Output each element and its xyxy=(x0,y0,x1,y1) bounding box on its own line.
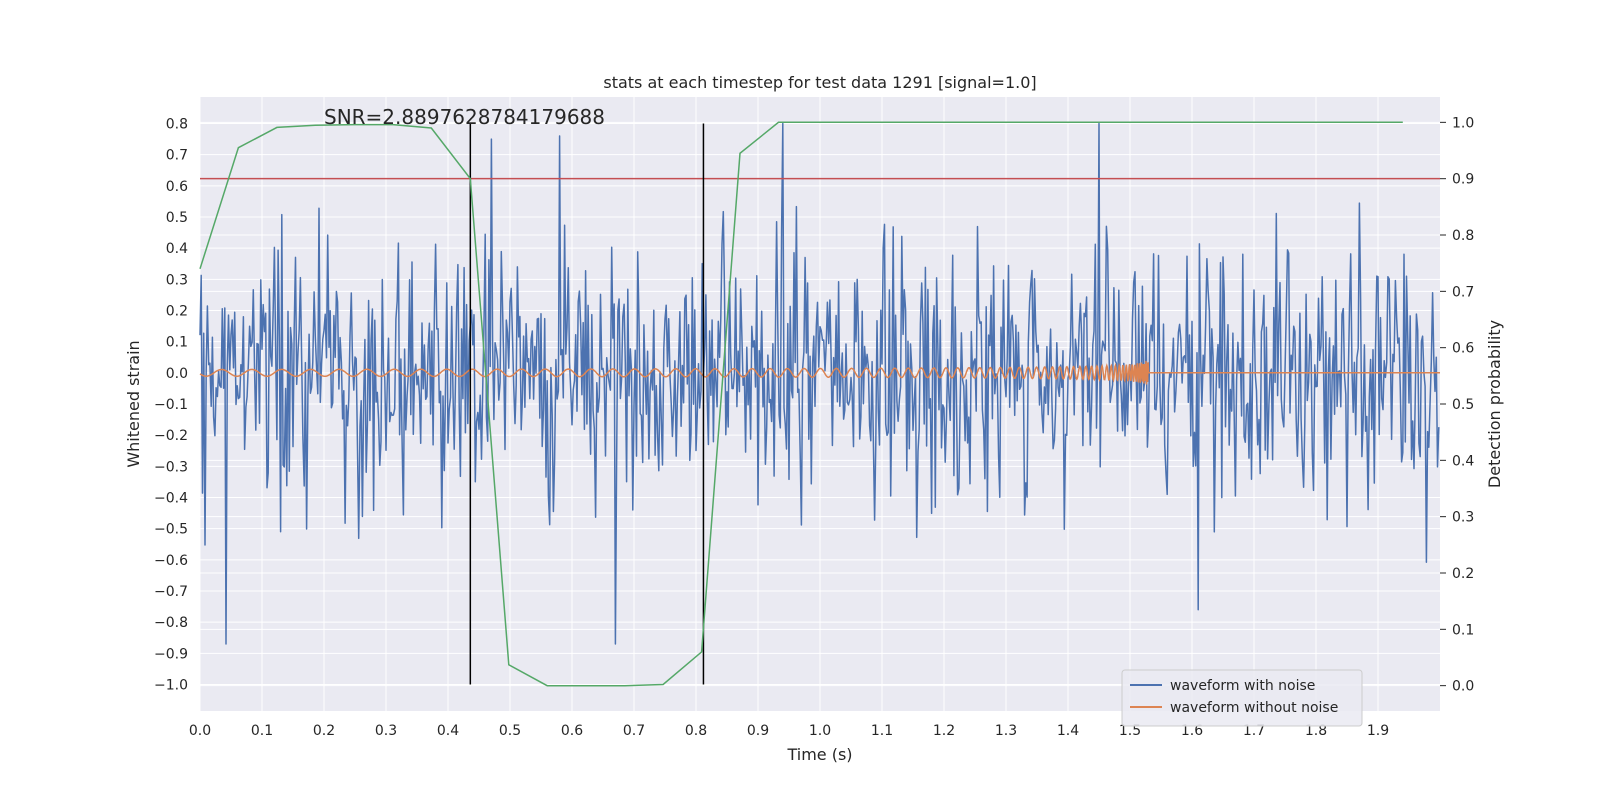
plot-content xyxy=(199,121,1440,687)
y-tick-label-left: 0.0 xyxy=(166,366,188,382)
x-tick-label: 1.8 xyxy=(1305,723,1327,739)
axes-ticks: 0.0 0.1 0.2 0.3 0.4 0.5 0.6 0.7 0.8 0.9 1.0 1.1 1.2 1… xyxy=(154,115,1474,739)
y-tick-label-left: −0.1 xyxy=(154,397,188,413)
x-tick-label: 1.1 xyxy=(871,723,893,739)
y-tick-label-left: 0.2 xyxy=(166,303,188,319)
x-tick-label: 1.9 xyxy=(1367,723,1389,739)
chart-title: stats at each timestep for test data 129… xyxy=(603,73,1036,92)
x-tick-label: 1.5 xyxy=(1119,723,1141,739)
x-tick-label: 0.4 xyxy=(437,723,459,739)
y-tick-label-right: 0.1 xyxy=(1452,622,1474,638)
x-tick-label: 0.9 xyxy=(747,723,769,739)
y-tick-label-left: −0.8 xyxy=(154,615,188,631)
y-tick-label-left: 0.3 xyxy=(166,272,188,288)
x-tick-label: 0.1 xyxy=(251,723,273,739)
legend-label-clean: waveform without noise xyxy=(1170,700,1338,716)
detection-probability-line xyxy=(199,121,1403,687)
y-tick-label-right: 1.0 xyxy=(1452,115,1474,131)
y-tick-label-right: 0.4 xyxy=(1452,453,1474,469)
legend-label-noisy: waveform with noise xyxy=(1170,678,1315,694)
x-axis-label: Time (s) xyxy=(786,745,852,764)
grid xyxy=(199,97,1440,711)
y-tick-label-right: 0.7 xyxy=(1452,284,1474,300)
y-tick-label-left: 0.7 xyxy=(166,148,188,164)
y-tick-label-right: 0.3 xyxy=(1452,510,1474,526)
y-axis-label-right: Detection probability xyxy=(1485,320,1504,488)
x-tick-label: 1.7 xyxy=(1243,723,1265,739)
x-tick-label: 0.2 xyxy=(313,723,335,739)
y-tick-label-left: 0.6 xyxy=(166,179,188,195)
legend: waveform with noise waveform without noi… xyxy=(1121,669,1363,727)
y-tick-label-left: 0.8 xyxy=(166,116,188,132)
x-tick-label: 0.0 xyxy=(189,723,211,739)
y-tick-label-right: 0.5 xyxy=(1452,397,1474,413)
y-tick-label-right: 0.8 xyxy=(1452,228,1474,244)
y-tick-label-left: −0.6 xyxy=(154,553,188,569)
y-tick-label-left: 0.5 xyxy=(166,210,188,226)
y-tick-label-left: −0.2 xyxy=(154,428,188,444)
x-tick-label: 0.3 xyxy=(375,723,397,739)
y-tick-label-left: −1.0 xyxy=(154,678,188,694)
y-tick-label-right: 0.0 xyxy=(1452,679,1474,695)
y-tick-label-left: 0.4 xyxy=(166,241,188,257)
snr-annotation: SNR=2.8897628784179688 xyxy=(324,105,605,129)
y-tick-label-left: 0.1 xyxy=(166,335,188,351)
x-tick-label: 1.3 xyxy=(995,723,1017,739)
x-tick-label: 0.5 xyxy=(499,723,521,739)
y-tick-label-right: 0.9 xyxy=(1452,172,1474,188)
x-tick-label: 0.7 xyxy=(623,723,645,739)
x-tick-label: 1.0 xyxy=(809,723,831,739)
y-tick-label-left: −0.7 xyxy=(154,584,188,600)
x-tick-label: 0.8 xyxy=(685,723,707,739)
y-tick-label-left: −0.5 xyxy=(154,522,188,538)
y-tick-label-right: 0.6 xyxy=(1452,341,1474,357)
y-tick-label-right: 0.2 xyxy=(1452,566,1474,582)
legend-box xyxy=(1121,669,1363,727)
y-tick-label-left: −0.4 xyxy=(154,491,188,507)
y-tick-label-left: −0.3 xyxy=(154,459,188,475)
x-tick-label: 1.4 xyxy=(1057,723,1079,739)
y-tick-label-left: −0.9 xyxy=(154,646,188,662)
x-tick-label: 0.6 xyxy=(561,723,583,739)
x-tick-label: 1.6 xyxy=(1181,723,1203,739)
y-axis-label-left: Whitened strain xyxy=(124,340,143,467)
x-tick-label: 1.2 xyxy=(933,723,955,739)
clean-waveform-line xyxy=(199,360,1440,385)
